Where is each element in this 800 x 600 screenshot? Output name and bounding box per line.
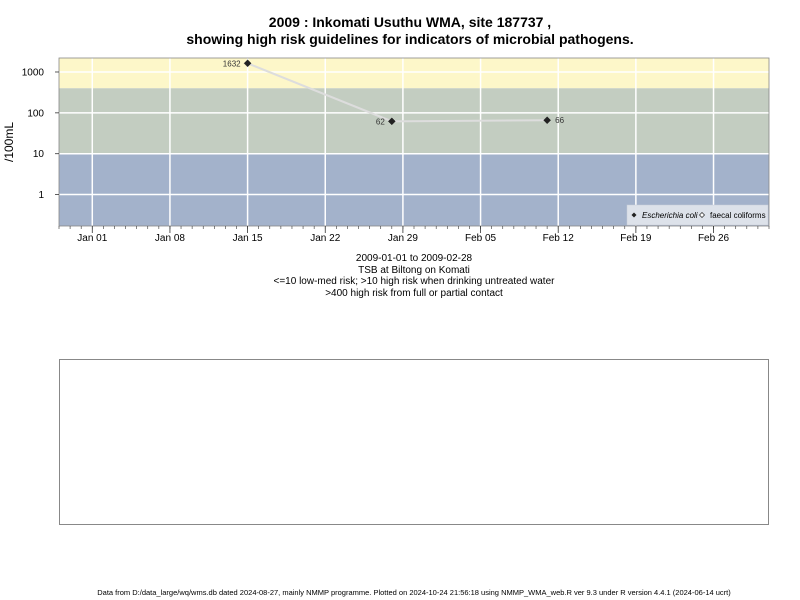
x-tick-label: Jan 08 [155, 233, 185, 244]
caption-date-range: 2009-01-01 to 2009-02-28 [355, 253, 473, 264]
y-tick-label: 10 [33, 149, 45, 160]
data-label: 62 [376, 117, 385, 126]
y-axis-label: /100mL [2, 122, 16, 162]
band-high-contact-risk [59, 58, 769, 89]
legend-label-ecoli: Escherichia coli [642, 211, 698, 220]
x-tick-label: Jan 01 [77, 233, 107, 244]
y-tick-label: 1 [38, 190, 44, 201]
data-point [243, 59, 252, 68]
legend-marker-faecal [699, 212, 705, 218]
x-tick-label: Feb 19 [620, 233, 652, 244]
legend-marker-ecoli [631, 212, 637, 218]
caption-drinking-risk: <=10 low-med risk; >10 high risk when dr… [273, 276, 555, 287]
data-point [543, 116, 551, 125]
x-tick-label: Jan 15 [233, 233, 263, 244]
legend-box [626, 204, 769, 226]
y-tick-label: 1000 [22, 67, 45, 78]
chart-title-line2: showing high risk guidelines for indicat… [186, 31, 634, 47]
x-tick-label: Feb 26 [698, 233, 730, 244]
caption-site: TSB at Biltong on Komati [358, 264, 470, 276]
data-label: 1632 [223, 59, 241, 68]
y-tick-label: 100 [27, 108, 44, 119]
x-tick-label: Feb 05 [465, 233, 497, 244]
x-tick-label: Jan 29 [388, 233, 418, 244]
chart-title-line1: 2009 : Inkomati Usuthu WMA, site 187737 … [268, 14, 552, 30]
legend-label-faecal: faecal coliforms [710, 211, 766, 220]
x-tick-label: Jan 22 [310, 233, 340, 244]
data-label: 66 [555, 116, 564, 125]
data-point [387, 117, 396, 126]
empty-plot-panel [59, 359, 769, 525]
footer-note: Data from D:/data_large/wq/wms.db dated … [97, 588, 731, 597]
x-tick-label: Feb 12 [543, 233, 575, 244]
caption-contact-risk: >400 high risk from full or partial cont… [325, 287, 503, 299]
